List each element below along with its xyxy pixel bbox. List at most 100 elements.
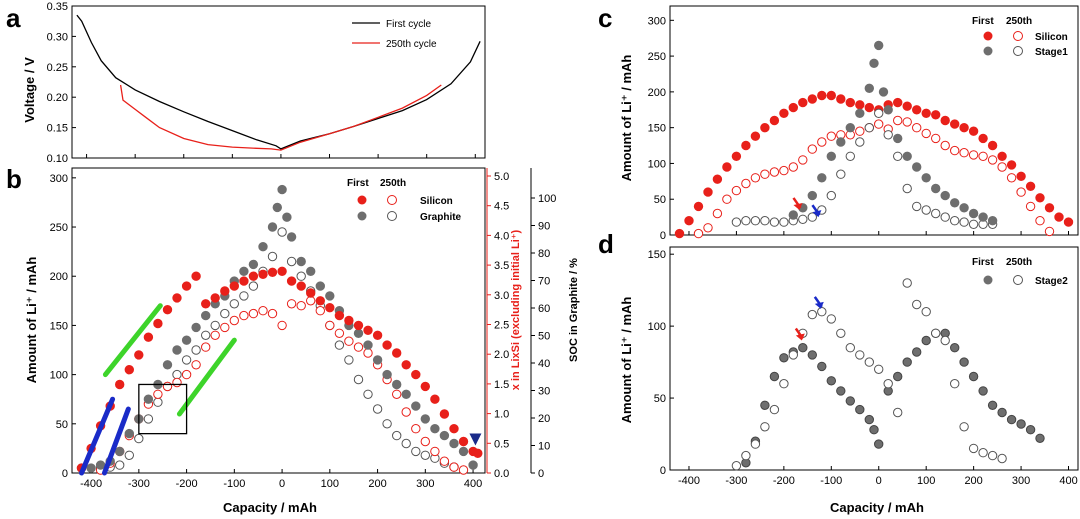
data-point-graphite-250th — [210, 320, 220, 331]
data-point-silicon-250th — [162, 381, 173, 392]
data-point-stage2-250th — [807, 309, 817, 320]
data-point-stage1-250th — [921, 205, 931, 215]
panel-d-xtick-label: 200 — [964, 475, 982, 487]
data-point-stage1-first — [950, 198, 960, 208]
data-point-stage1-250th — [769, 217, 780, 227]
data-point-stage2-first — [912, 347, 922, 357]
data-point-graphite-first — [143, 394, 154, 404]
data-point-graphite-first — [239, 266, 249, 276]
data-point-stage1-250th — [798, 214, 808, 225]
data-point-graphite-first — [277, 184, 287, 195]
data-point-stage1-first — [940, 190, 950, 201]
data-point-stage2-first — [817, 361, 827, 372]
data-point-stage1-250th — [912, 201, 922, 212]
data-point-silicon-first — [181, 281, 192, 291]
panel-b-right-axis-1-tick-label: 3.0 — [494, 290, 509, 302]
data-point-silicon-first — [363, 325, 373, 335]
data-point-stage1-first — [878, 87, 889, 97]
panel-a-ytick-label: 0.20 — [47, 92, 68, 104]
data-point-stage2-first — [798, 343, 808, 353]
data-point-graphite-first — [162, 360, 173, 370]
panel-c-ytick-label: 100 — [648, 158, 666, 170]
data-point-silicon-first — [893, 97, 903, 108]
data-point-silicon-250th — [968, 150, 979, 160]
data-point-silicon-first — [124, 365, 135, 375]
panel-b-xtick-label: 300 — [416, 478, 434, 490]
data-point-stage1-250th — [874, 108, 884, 119]
legend-silicon: Silicon — [1035, 32, 1068, 43]
data-point-silicon-first — [267, 267, 278, 277]
legend-header-250th: 250th — [1006, 16, 1032, 27]
panel-b-right-axis-2-tick-label: 0 — [538, 468, 544, 480]
panel-b-ytick-label: 150 — [50, 320, 68, 332]
data-point-silicon-250th — [353, 342, 364, 352]
legend-marker-silicon-250th — [1013, 31, 1023, 41]
data-point-stage1-first — [968, 208, 979, 219]
data-point-silicon-first — [372, 330, 383, 340]
data-point-silicon-250th — [172, 377, 182, 388]
panel-b-xlabel: Capacity / mAh — [223, 500, 317, 515]
panel-a-ytick-label: 0.15 — [47, 123, 68, 135]
panel-b-ytick-label: 200 — [50, 271, 68, 283]
data-point-graphite-first — [392, 379, 402, 390]
data-point-graphite-first — [449, 438, 459, 449]
data-point-silicon-first — [411, 369, 421, 380]
data-point-stage1-first — [869, 58, 879, 68]
data-point-stage1-250th — [779, 217, 789, 227]
legend-marker-graphite-250th — [387, 211, 397, 221]
data-point-silicon-250th — [1006, 173, 1017, 183]
data-point-stage2-250th — [921, 307, 931, 317]
panel-b-right-axis-2-tick-label: 80 — [538, 248, 550, 260]
panel-d-ytick-label: 50 — [654, 393, 666, 405]
data-point-silicon-250th — [750, 173, 761, 183]
data-point-stage1-250th — [902, 183, 912, 194]
data-point-graphite-250th — [143, 414, 154, 424]
data-point-stage2-first — [921, 335, 931, 346]
data-point-graphite-first — [181, 335, 192, 345]
data-point-graphite-250th — [382, 419, 392, 429]
data-point-silicon-first — [239, 276, 249, 286]
data-point-silicon-250th — [693, 228, 704, 239]
data-point-stage1-250th — [741, 216, 751, 226]
data-point-stage1-first — [845, 123, 855, 133]
data-point-silicon-first — [143, 332, 154, 342]
data-point-silicon-250th — [921, 128, 931, 139]
data-point-silicon-250th — [286, 299, 297, 309]
data-point-silicon-first — [807, 94, 817, 104]
data-point-graphite-250th — [372, 404, 383, 414]
data-point-graphite-first — [172, 345, 182, 355]
panel-b-right-axis-1-tick-label: 3.5 — [494, 260, 509, 272]
data-point-silicon-first — [220, 286, 230, 296]
panel-b-right-axis-1-tick-label: 4.5 — [494, 201, 509, 213]
panel-b-xtick-label: 200 — [368, 478, 386, 490]
panel-b-xtick-label: 100 — [321, 478, 339, 490]
data-point-graphite-250th — [334, 340, 345, 350]
panel-d-xtick-label: -400 — [678, 475, 700, 487]
data-point-stage1-250th — [959, 217, 969, 227]
panel-letter-a: a — [6, 3, 21, 33]
data-point-stage1-first — [883, 105, 893, 115]
data-point-silicon-250th — [229, 315, 240, 326]
data-point-stage1-first — [959, 203, 969, 213]
data-point-graphite-250th — [363, 389, 373, 399]
data-point-silicon-250th — [978, 151, 988, 162]
data-point-stage2-first — [826, 376, 836, 386]
data-point-silicon-first — [731, 151, 742, 162]
data-point-silicon-first — [334, 310, 345, 321]
data-point-stage2-first — [769, 371, 780, 382]
legend-marker-silicon-250th — [387, 195, 397, 205]
data-point-silicon-first — [722, 162, 732, 172]
data-point-stage1-first — [987, 216, 998, 226]
panel-b-right-axis-2-tick-label: 100 — [538, 193, 556, 205]
data-point-stage2-first — [987, 400, 998, 410]
data-point-graphite-250th — [401, 438, 411, 449]
panel-b-xtick-label: -300 — [128, 478, 150, 490]
data-point-graphite-first — [315, 281, 325, 291]
data-point-silicon-250th — [855, 126, 865, 136]
data-point-stage2-first — [855, 404, 865, 415]
data-point-graphite-250th — [353, 374, 364, 385]
data-point-silicon-first — [248, 271, 259, 281]
data-point-silicon-first — [210, 293, 220, 303]
data-point-stage1-first — [931, 183, 941, 194]
panel-d-frame — [669, 246, 1079, 471]
